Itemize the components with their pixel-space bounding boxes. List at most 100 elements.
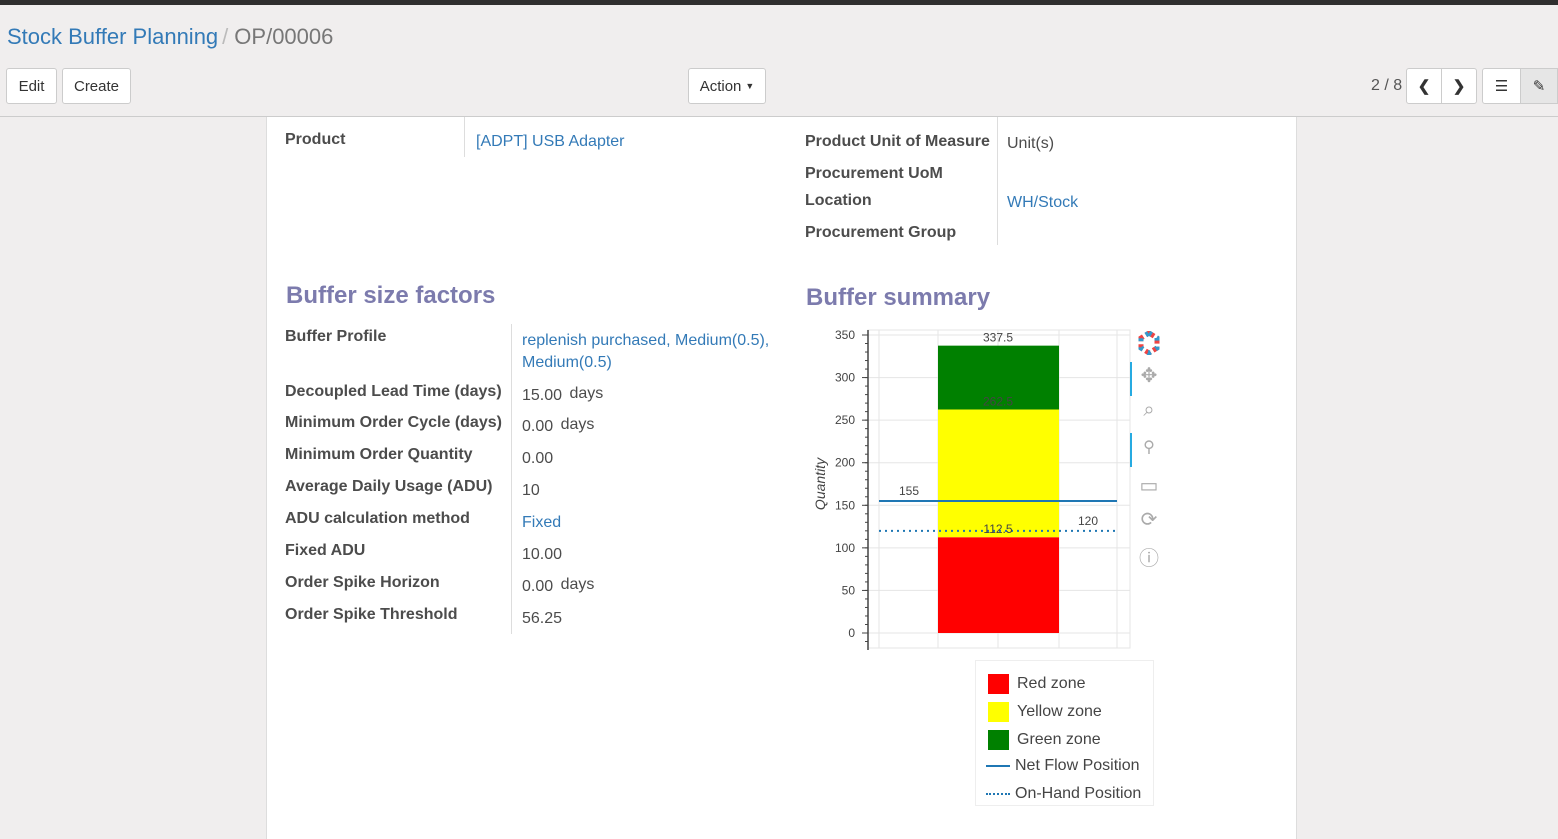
create-button[interactable]: Create: [62, 68, 131, 104]
next-button[interactable]: ❯: [1441, 68, 1477, 104]
field-value: 0.00 days: [522, 416, 772, 438]
legend-label: On-Hand Position: [1015, 785, 1142, 802]
uom-value: Unit(s): [1007, 135, 1055, 152]
procurement-group-label: Procurement Group: [805, 224, 957, 241]
field-unit: days: [560, 576, 595, 593]
legend-item-green: Green zone: [988, 730, 1101, 750]
field-value: 56.25: [522, 608, 772, 630]
divider: [464, 117, 465, 157]
bar-label: 337.5: [983, 331, 1013, 345]
legend-swatch: [988, 730, 1009, 750]
field-label: Average Daily Usage (ADU): [285, 478, 493, 495]
bar-label: 112.5: [983, 522, 1012, 536]
uom-label: Product Unit of Measure: [805, 133, 990, 150]
list-view-button[interactable]: ☰: [1482, 68, 1521, 104]
field-value-text: 10: [522, 482, 540, 499]
action-dropdown[interactable]: Action ▼: [688, 68, 766, 104]
legend-label: Green zone: [1017, 731, 1101, 748]
location-label: Location: [805, 192, 872, 209]
chevron-right-icon: ❯: [1452, 78, 1466, 95]
location-value[interactable]: WH/Stock: [1007, 194, 1079, 211]
save-icon[interactable]: ▭: [1139, 475, 1159, 497]
legend-item-yellow: Yellow zone: [988, 702, 1102, 722]
edit-button[interactable]: Edit: [6, 68, 57, 104]
control-panel: Stock Buffer Planning / OP/00006: [0, 5, 1558, 117]
breadcrumb: Stock Buffer Planning / OP/00006: [7, 24, 334, 49]
legend-item-red: Red zone: [988, 674, 1086, 694]
caret-down-icon: ▼: [745, 81, 755, 91]
legend-swatch: [986, 765, 1010, 767]
previous-button[interactable]: ❮: [1406, 68, 1442, 104]
chart-legend: Red zone Yellow zone Green zone Net Flow…: [975, 660, 1154, 806]
legend-swatch: [986, 793, 1010, 795]
line-label: 155: [899, 484, 919, 498]
chevron-left-icon: ❮: [1417, 78, 1431, 95]
field-label: Order Spike Horizon: [285, 574, 440, 591]
field-value[interactable]: replenish purchased, Medium(0.5), Medium…: [522, 330, 772, 374]
reset-icon[interactable]: ⟳: [1140, 509, 1158, 531]
active-tool-indicator: [1130, 362, 1132, 396]
legend-label: Net Flow Position: [1015, 757, 1140, 774]
y-tick-label: 200: [835, 456, 855, 470]
field-label: Buffer Profile: [285, 328, 387, 345]
field-value: 10.00: [522, 544, 772, 566]
legend-swatch: [988, 674, 1009, 694]
field-value-text: 15.00: [522, 387, 563, 404]
top-bar: [0, 0, 1558, 5]
bokeh-logo-icon[interactable]: [1137, 330, 1161, 356]
pan-icon[interactable]: ✥: [1140, 365, 1158, 387]
buffer-summary-title: Buffer summary: [806, 284, 991, 311]
bar-green-zone: [938, 345, 1059, 410]
field-value: 0.00 days: [522, 576, 772, 598]
field-value[interactable]: Fixed: [522, 512, 772, 534]
field-unit: days: [560, 416, 595, 433]
legend-label: Yellow zone: [1017, 703, 1102, 720]
y-tick-label: 100: [835, 541, 855, 555]
field-unit: days: [569, 385, 604, 402]
box-zoom-icon[interactable]: ⌕: [1143, 399, 1155, 421]
field-label: ADU calculation method: [285, 510, 470, 527]
bar-red-zone: [938, 537, 1059, 633]
field-label: Fixed ADU: [285, 542, 366, 559]
field-value-text: Fixed: [522, 514, 562, 531]
active-tool-indicator: [1130, 433, 1132, 467]
field-label: Decoupled Lead Time (days): [285, 383, 502, 400]
product-value[interactable]: [ADPT] USB Adapter: [476, 133, 625, 150]
y-tick-label: 350: [835, 328, 855, 342]
bar-label: 262.5: [983, 395, 1013, 409]
breadcrumb-parent[interactable]: Stock Buffer Planning: [7, 24, 219, 49]
help-icon[interactable]: ⓘ: [1139, 548, 1159, 570]
y-tick-label: 250: [835, 413, 855, 427]
field-value-text: 10.00: [522, 546, 563, 563]
divider: [511, 324, 512, 634]
field-value-text: 0.00: [522, 418, 554, 435]
y-axis-label: Quantity: [812, 457, 828, 510]
field-value-text: replenish purchased, Medium(0.5), Medium…: [522, 332, 770, 371]
field-value: 10: [522, 480, 772, 502]
pager-value: 2 / 8: [1371, 77, 1403, 94]
breadcrumb-current: OP/00006: [234, 24, 334, 49]
field-label: Minimum Order Cycle (days): [285, 414, 502, 431]
legend-item-net-flow: Net Flow Position: [986, 757, 1140, 775]
edit-icon: ✎: [1532, 78, 1546, 95]
y-tick-label: 50: [842, 583, 856, 597]
procurement-uom-label: Procurement UoM: [805, 165, 943, 182]
field-value-text: 56.25: [522, 610, 563, 627]
divider: [997, 117, 998, 245]
buffer-chart[interactable]: 0 50 100 150 200 250 300 350 Quantity 155 120 112.5…: [805, 320, 1165, 660]
field-value-text: 0.00: [522, 450, 554, 467]
legend-swatch: [988, 702, 1009, 722]
bar-yellow-zone: [938, 409, 1059, 538]
action-label: Action: [699, 77, 742, 95]
list-icon: ☰: [1494, 78, 1509, 95]
buffer-size-factors-title: Buffer size factors: [286, 282, 496, 309]
field-label: Order Spike Threshold: [285, 606, 458, 623]
y-tick-label: 0: [848, 626, 855, 640]
form-view-button[interactable]: ✎: [1520, 68, 1558, 104]
field-value-text: 0.00: [522, 578, 554, 595]
field-value: 0.00: [522, 448, 772, 470]
wheel-zoom-icon[interactable]: ⚲: [1143, 439, 1155, 456]
legend-label: Red zone: [1017, 675, 1086, 692]
field-label: Minimum Order Quantity: [285, 446, 473, 463]
product-label: Product: [285, 131, 346, 148]
